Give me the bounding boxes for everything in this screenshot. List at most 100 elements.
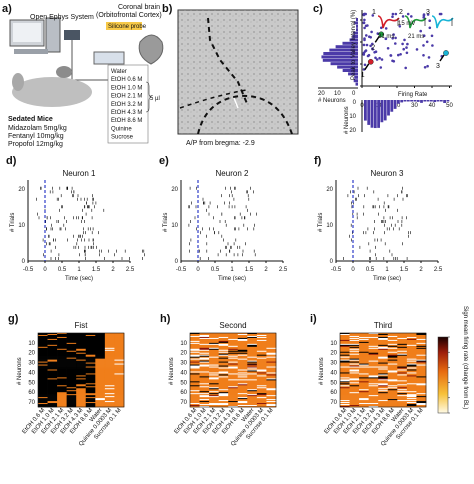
- heatmap-cell: [114, 353, 125, 356]
- heatmap-cell: [47, 398, 58, 400]
- heatmap-cell: [256, 388, 267, 390]
- heatmap-cell: [38, 382, 48, 384]
- heatmap-cell: [378, 395, 389, 397]
- heatmap-cell: [47, 352, 58, 355]
- heatmap-cell: [209, 397, 219, 399]
- heatmap-cell: [47, 361, 58, 363]
- scatter-point: [391, 15, 394, 18]
- heatmap-cell: [209, 350, 219, 353]
- heatmap-cell: [66, 402, 77, 404]
- heatmap-cell: [209, 374, 219, 376]
- heatmap-cell: [199, 343, 210, 346]
- heatmap-cell: [209, 370, 219, 372]
- raster-ylabel: # Trials: [318, 213, 324, 232]
- heatmap-cell: [266, 339, 277, 342]
- heatmap-cell: [378, 397, 389, 399]
- heatmap-cell: [218, 384, 229, 386]
- heatmap-cell: [237, 403, 248, 405]
- heatmap-cell: [228, 387, 239, 389]
- heatmap-cell: [38, 354, 48, 356]
- heatmap-cell: [85, 362, 96, 364]
- heatmap-cell: [66, 400, 77, 402]
- heatmap-cell: [397, 343, 408, 346]
- scatter-xtick-label: 30: [411, 103, 418, 109]
- heatmap-cell: [266, 401, 277, 403]
- heatmap-cell: [190, 367, 200, 369]
- hist-bottom-bar: [406, 100, 410, 102]
- heatmap-cell: [340, 349, 350, 352]
- heatmap-cell: [266, 368, 277, 370]
- heatmap-ytick-label: 50: [330, 380, 337, 386]
- heatmap-cell: [340, 376, 350, 378]
- heatmap-cell: [209, 371, 219, 373]
- heatmap-cell: [209, 384, 219, 386]
- hist-bottom-bar: [400, 100, 404, 103]
- heatmap-cell: [190, 359, 200, 361]
- heatmap-cell: [368, 391, 379, 393]
- heatmap-cell: [359, 387, 369, 389]
- heatmap-cell: [228, 370, 239, 372]
- heatmap-cell: [104, 349, 115, 352]
- heatmap-cell: [209, 392, 219, 394]
- heatmap-cell: [190, 375, 200, 377]
- heatmap-cell: [378, 372, 389, 374]
- heatmap-cell: [340, 398, 350, 400]
- heatmap-cell: [85, 348, 96, 351]
- panel-b: b) A/P from bregma: -2.9: [162, 3, 299, 147]
- heatmap-cell: [199, 352, 210, 355]
- heatmap-cell: [104, 368, 115, 370]
- heatmap-cell: [378, 366, 389, 368]
- heatmap-cell: [190, 392, 200, 394]
- heatmap-cell: [199, 381, 210, 383]
- heatmap-cell: [47, 342, 58, 345]
- heatmap-cell: [38, 370, 48, 372]
- heatmap-cell: [114, 392, 125, 394]
- heatmap-cell: [349, 376, 360, 378]
- heatmap-cell: [368, 351, 379, 354]
- heatmap-cell: [247, 367, 258, 369]
- heatmap-cell: [397, 385, 408, 387]
- heatmap-cell: [387, 401, 398, 403]
- heatmap-cell: [76, 389, 87, 391]
- heatmap-cell: [359, 374, 369, 376]
- heatmap-cell: [218, 352, 229, 355]
- heatmap-cell: [104, 366, 115, 368]
- heatmap-cell: [38, 349, 48, 352]
- heatmap-cell: [349, 367, 360, 369]
- heatmap-cell: [397, 378, 408, 380]
- heatmap-cell: [95, 375, 106, 377]
- raster-xtick-label: 2: [111, 267, 115, 273]
- heatmap-cell: [218, 333, 229, 336]
- hist-bottom-bar: [393, 100, 397, 109]
- heatmap-cell: [228, 371, 239, 373]
- heatmap-cell: [387, 385, 398, 387]
- heatmap-cell: [368, 344, 379, 347]
- heatmap-cell: [85, 354, 96, 356]
- heatmap-cell: [378, 373, 389, 375]
- heatmap-cell: [359, 337, 369, 340]
- solution-label: EtOH 4.3 M: [111, 110, 142, 116]
- heatmap-cell: [237, 342, 248, 345]
- heatmap-cell: [256, 379, 267, 381]
- heatmap-cell: [209, 376, 219, 378]
- heatmap-cell: [218, 366, 229, 368]
- heatmap-cell: [47, 382, 58, 384]
- heatmap-cell: [228, 360, 239, 362]
- hist-left-bar: [356, 18, 358, 21]
- heatmap-cell: [47, 402, 58, 404]
- heatmap-cell: [190, 404, 200, 406]
- heatmap-cell: [218, 374, 229, 376]
- heatmap-cell: [38, 367, 48, 369]
- heatmap-cell: [237, 359, 248, 361]
- heatmap-cell: [104, 335, 115, 338]
- heatmap-cell: [76, 357, 87, 359]
- heatmap-cell: [340, 384, 350, 386]
- heatmap-cell: [76, 374, 87, 376]
- heatmap-cell: [218, 353, 229, 356]
- heatmap-cell: [368, 375, 379, 377]
- heatmap-cell: [218, 376, 229, 378]
- heatmap-cell: [85, 399, 96, 401]
- heatmap-cell: [340, 404, 350, 406]
- heatmap-cell: [76, 336, 87, 339]
